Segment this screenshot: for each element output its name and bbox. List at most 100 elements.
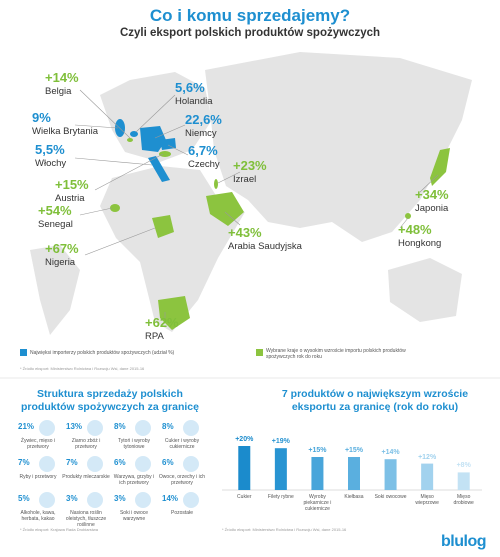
x-tick-label: Wyroby piekarnicze i cukiernicze (303, 494, 332, 512)
share: 14% (162, 494, 179, 503)
item-label: Pozostałe (171, 510, 193, 516)
growth-change: +34% (415, 187, 449, 202)
legend-swatch (256, 349, 263, 356)
bar (457, 472, 470, 490)
bar (274, 448, 287, 490)
country-name: Niemcy (185, 128, 217, 139)
item-label: Produkty mleczarskie (62, 474, 110, 480)
legend-text: Wybrane kraje o wysokim wzroście importu… (266, 348, 406, 360)
title: Co i komu sprzedajemy? (149, 6, 351, 25)
share: 3% (114, 494, 126, 503)
item-label: Soki i owoce warzywne (119, 510, 149, 522)
country-name: Holandia (175, 96, 213, 107)
x-tick-label: Soki owocowe (374, 494, 407, 500)
country-name: Senegal (38, 219, 73, 230)
country-name: Izrael (233, 174, 257, 185)
share: 21% (18, 422, 35, 431)
country-name: Włochy (35, 158, 67, 169)
share: 13% (66, 422, 83, 431)
item-label: Owoce, orzechy i ich przetwory (158, 474, 206, 486)
leader-lines (74, 89, 439, 320)
bar (421, 463, 434, 490)
importer-areas (115, 119, 176, 182)
x-tick-label: Kiełbasa (344, 494, 364, 500)
country-name: Japonia (415, 203, 449, 214)
country-name: Czechy (188, 159, 220, 170)
x-tick-label: Cukier (237, 494, 252, 500)
growth-change: +48% (398, 222, 432, 237)
bar (384, 459, 397, 490)
legend-swatch (20, 349, 27, 356)
icon (183, 420, 199, 436)
value-label: +15% (344, 447, 364, 454)
growth-change: +54% (38, 203, 72, 218)
icon (135, 456, 151, 472)
share: 8% (162, 422, 174, 431)
bar (238, 446, 251, 490)
source: * Źródło eksport: Ministerstwo Rolnictwa… (222, 527, 347, 532)
source: * Źródło eksport: Ministerstwo Rolnictwa… (20, 366, 145, 371)
country-name: Hongkong (398, 238, 442, 249)
icon (135, 420, 151, 436)
share: 5% (18, 494, 30, 503)
icon (87, 420, 103, 436)
share: 6% (162, 458, 174, 467)
importer-share: 6,7% (188, 143, 218, 158)
item-label: Alkohole, kawa, herbata, kakao (20, 510, 56, 522)
icon (135, 492, 151, 508)
section-title: Struktura sprzedaży polskich produktów s… (21, 388, 199, 413)
item-label: Tytoń i wyroby tytoniowe (118, 438, 150, 450)
item-label: Warzywa, grzyby i ich przetwory (113, 474, 155, 486)
country-name: Wielka Brytania (32, 126, 98, 137)
icon (39, 456, 55, 472)
world-map (30, 52, 472, 335)
growth-change: +43% (228, 225, 262, 240)
share: 6% (114, 458, 126, 467)
country-name: Nigeria (45, 257, 76, 268)
icon (87, 492, 103, 508)
item-label: Ziarno zbóż i przetwory (71, 438, 101, 450)
bar (348, 457, 360, 490)
share: 7% (18, 458, 30, 467)
logo: blulog (441, 533, 486, 550)
item-label: Ryby i przetwory (19, 474, 57, 480)
growth-change: +15% (55, 177, 89, 192)
growth-change: +62% (145, 315, 179, 330)
chart-title: 7 produktów o największym wzroście ekspo… (281, 388, 469, 413)
share: 7% (66, 458, 78, 467)
country-name: Belgia (45, 86, 72, 97)
importer-share: 5,5% (35, 142, 65, 157)
country-name: Arabia Saudyjska (228, 241, 302, 252)
x-tick-label: Mięso wieprzowe (415, 494, 439, 506)
importer-share: 9% (32, 110, 51, 125)
share: 3% (66, 494, 78, 503)
icon (39, 420, 55, 436)
subtitle: Czyli eksport polskich produktów spożywc… (119, 27, 381, 39)
item-label: Cukier i wyroby cukiernicze (164, 438, 200, 450)
growth-change: +67% (45, 241, 79, 256)
country-name: Austria (55, 193, 85, 204)
country-name: RPA (145, 331, 164, 342)
icon (183, 456, 199, 472)
value-label: +8% (456, 462, 471, 470)
value-label: +15% (308, 447, 327, 454)
growth-change: +23% (233, 158, 267, 173)
importer-share: 5,6% (175, 80, 205, 95)
item-label: Nasiona roślin oleistych, tłuszcze rośli… (65, 510, 107, 528)
growth-areas (110, 138, 450, 330)
item-label: Żywiec, mięso i przetwory (20, 438, 56, 450)
growth-change: +14% (45, 70, 79, 85)
x-tick-label: Filety rybne (267, 494, 294, 500)
bar (311, 457, 324, 490)
x-tick-label: Mięso drobiowe (453, 494, 474, 506)
legend-text: Najwięksi importerzy polskich produktów … (30, 350, 175, 356)
icon (183, 492, 199, 508)
importer-share: 22,6% (185, 112, 222, 127)
icon (87, 456, 103, 472)
value-label: +12% (418, 453, 437, 461)
value-label: +14% (381, 449, 400, 457)
source: * Źródło eksport: Krajowa Rada Drobiarst… (20, 527, 99, 532)
value-label: +19% (271, 438, 290, 446)
